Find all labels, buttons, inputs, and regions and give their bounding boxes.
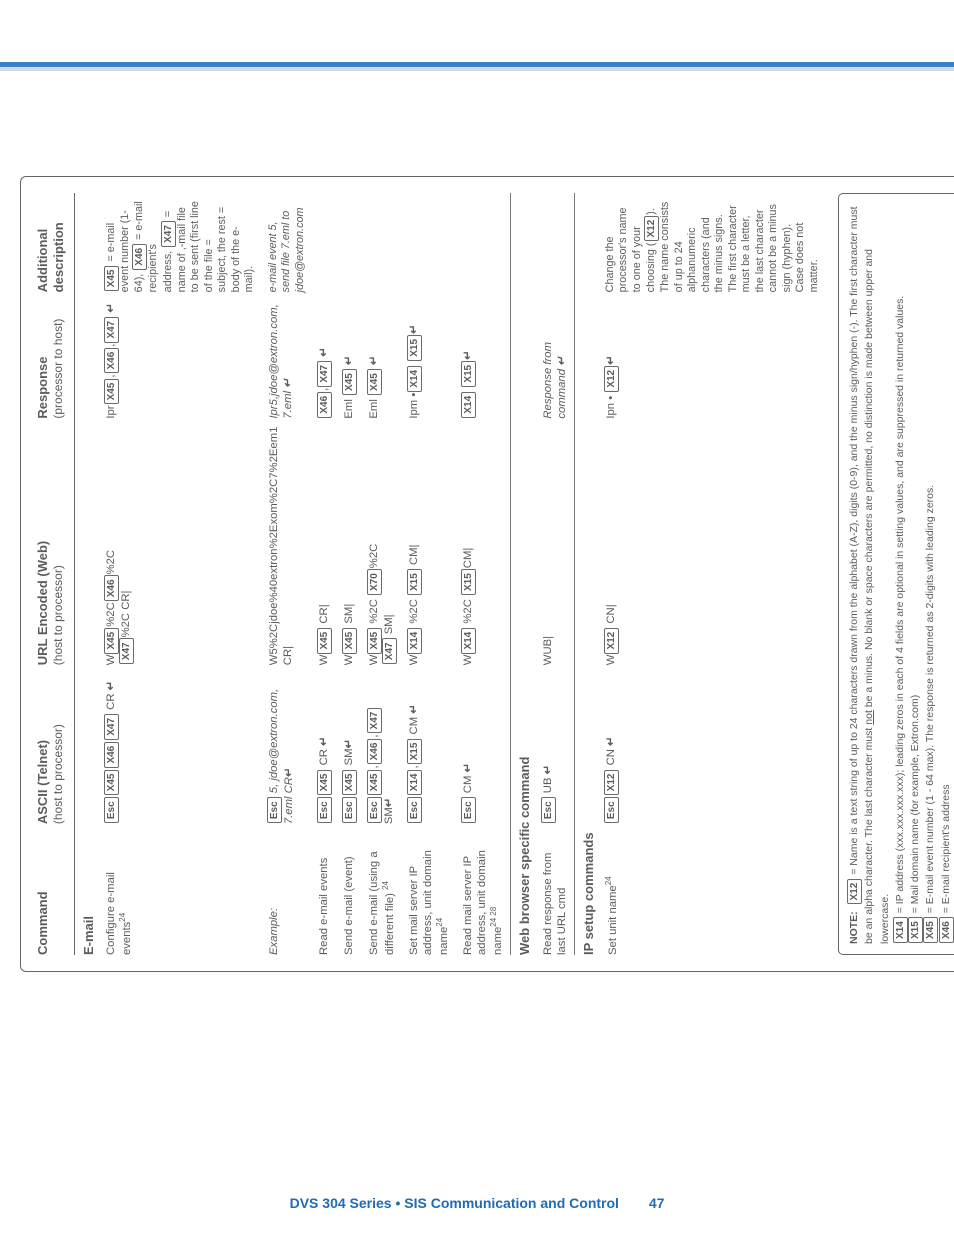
row-set-mail-server: Set mail server IP address, unit domain … [402,193,456,955]
col-ascii: ASCII (Telnet)(host to processor) [31,665,74,824]
col-desc: Additional description [31,193,74,292]
command-reference-page: Command ASCII (Telnet)(host to processor… [20,176,954,972]
row-configure-email: Configure e-mail events24 EscX45X46X47 C… [99,193,262,955]
section-email: E-mail [74,193,99,955]
row-set-unit-name: Set unit name24 EscX12 CN ↵ WX12 CN| Ipn… [599,193,826,955]
command-table: Command ASCII (Telnet)(host to processor… [31,193,826,955]
row-read-mail-server: Read mail server IP address, unit domain… [456,193,511,955]
row-send-email-event: Send e-mail (event) EscX45 SM↵ WX45 SM| … [337,193,362,955]
col-command: Command [31,824,74,955]
note-label: NOTE: [848,911,860,944]
section-web: Web browser specific command [511,193,536,955]
footer-page: 47 [649,1195,665,1211]
note-box: NOTE: X12 = Name is a text string of up … [838,193,954,955]
row-read-email-events: Read e-mail events EscX45 CR ↵ WX45 CR| … [312,193,337,955]
section-ip: IP setup commands [574,193,599,955]
table-header-row: Command ASCII (Telnet)(host to processor… [31,193,74,955]
col-response: Response(processor to host) [31,292,74,418]
page-footer: DVS 304 Series • SIS Communication and C… [0,1195,954,1211]
col-url: URL Encoded (Web)(host to processor) [31,419,74,666]
top-blue-bar [0,62,954,67]
row-read-last-url: Read response from last URL cmd Esc UB ↵… [536,193,575,955]
row-send-email-diff-file: Send e-mail (using a different file) 24 … [362,193,402,955]
footer-title: DVS 304 Series • SIS Communication and C… [290,1195,619,1211]
row-example: Example: Esc 5, jdoe@extron.com, 7.eml C… [262,193,312,955]
